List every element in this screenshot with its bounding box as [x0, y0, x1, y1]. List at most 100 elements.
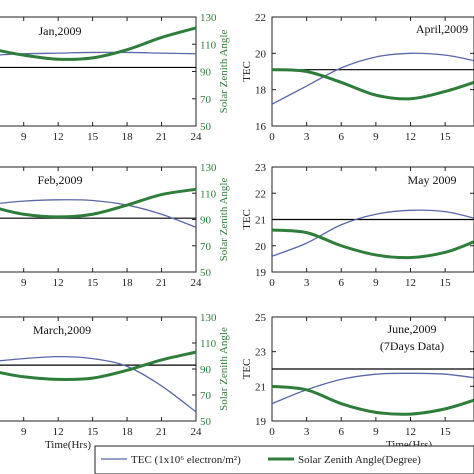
x-tick-label: 9: [21, 426, 27, 438]
y-tick-label: 20: [255, 48, 267, 60]
y-tick-label: 25: [255, 312, 267, 324]
x-tick-label: 0: [269, 131, 275, 143]
x-tick-label: 6: [339, 277, 345, 289]
y-tick-label: 90: [200, 215, 212, 227]
panel-title: March,2009: [33, 323, 91, 337]
y-tick-label: 130: [200, 162, 217, 174]
series-line-solar-zenith-angle: [0, 350, 197, 382]
legend: TEC (1x10⁶ electron/m²) Solar Zenith Angl…: [94, 445, 474, 474]
x-tick-label: 12: [53, 277, 64, 289]
x-tick-label: 12: [53, 131, 64, 143]
series-line-tec: [271, 52, 474, 105]
x-tick-label: 12: [405, 426, 416, 438]
panel-title: April,2009: [416, 22, 468, 36]
y-tick-label: 70: [200, 241, 212, 253]
y-tick-label: 90: [200, 364, 212, 376]
x-tick-label: 15: [87, 131, 99, 143]
y-tick-label: 70: [200, 94, 212, 106]
y-tick-label: 19: [255, 416, 267, 428]
series-line-solar-zenith-angle: [271, 228, 474, 260]
series-line-tec: [0, 199, 197, 228]
y-axis-label: TEC: [241, 61, 253, 82]
y-tick-label: 110: [200, 338, 217, 350]
legend-box: [94, 445, 474, 474]
y-tick-label: 70: [200, 390, 212, 402]
series-line-tec: [0, 355, 197, 413]
series-line-solar-zenith-angle: [271, 384, 474, 416]
x-tick-label: 15: [87, 426, 99, 438]
x-tick-label: 6: [339, 131, 345, 143]
x-tick-label: 15: [87, 277, 99, 289]
y-tick-label: 50: [200, 267, 212, 279]
x-tick-label: 12: [405, 277, 416, 289]
x-tick-label: 0: [269, 426, 275, 438]
y-tick-label: 110: [200, 39, 217, 51]
y-axis-label-right: Solar Zenith Angle: [218, 178, 230, 262]
series-line-tec: [271, 209, 474, 257]
x-tick-label: 3: [304, 277, 310, 289]
y-tick-label: 23: [255, 162, 267, 174]
plot-frame: [271, 16, 474, 127]
x-tick-label: 15: [440, 426, 452, 438]
x-tick-label: 21: [156, 426, 167, 438]
x-tick-label: 9: [373, 426, 379, 438]
x-tick-label: 18: [122, 131, 134, 143]
x-tick-label: 9: [373, 277, 379, 289]
panel-title: Feb,2009: [38, 173, 83, 187]
x-tick-label: 18: [122, 277, 134, 289]
plot-frame: [0, 166, 197, 273]
x-tick-label: 21: [156, 277, 167, 289]
y-tick-label: 16: [255, 121, 267, 133]
y-tick-label: 18: [255, 85, 267, 97]
x-tick-label: 12: [405, 131, 416, 143]
y-tick-label: 90: [200, 67, 212, 79]
y-tick-label: 50: [200, 121, 212, 133]
x-tick-label: 12: [53, 426, 64, 438]
y-axis-label: TEC: [241, 209, 253, 230]
x-tick-label: 21: [156, 131, 167, 143]
y-tick-label: 130: [200, 312, 217, 324]
y-tick-label: 23: [255, 347, 267, 359]
y-tick-label: 22: [255, 188, 266, 200]
legend-label-tec: TEC (1x10⁶ electron/m²): [131, 454, 241, 466]
x-tick-label: 24: [191, 426, 203, 438]
panel-1: 0 3 6 9 12 15 16 18 20 22 April,2009 TEC: [241, 12, 474, 143]
series-line-solar-zenith-angle: [0, 187, 197, 219]
x-tick-label: 15: [440, 131, 452, 143]
y-tick-label: 110: [200, 188, 217, 200]
plot-frame: [0, 16, 197, 127]
x-tick-label: 9: [21, 131, 27, 143]
y-tick-label: 130: [200, 12, 217, 24]
y-tick-label: 21: [255, 381, 266, 393]
x-tick-label: 15: [440, 277, 452, 289]
panel-title: June,2009: [388, 322, 437, 336]
y-tick-label: 50: [200, 416, 212, 428]
panel-3: 0 3 6 9 12 15 19 20 21 22 23 May 2009 TEC: [241, 162, 474, 289]
x-tick-label: 24: [191, 277, 203, 289]
x-tick-label: 9: [21, 277, 27, 289]
x-axis-label: Time(Hrs): [45, 439, 91, 451]
panel-subtitle: (7Days Data): [380, 339, 444, 353]
y-tick-label: 21: [255, 215, 266, 227]
panel-title: Jan,2009: [39, 24, 82, 38]
legend-label-sza: Solar Zenith Angle(Degree): [298, 454, 421, 466]
panel-5: 0 3 6 9 12 15 19 21 23 25 June,2009 (7Days Data) TEC…: [241, 312, 474, 451]
x-tick-label: 24: [191, 131, 203, 143]
y-axis-label-right: Solar Zenith Angle: [218, 30, 230, 114]
series-line-solar-zenith-angle: [0, 26, 197, 61]
series-line-solar-zenith-angle: [271, 68, 474, 101]
panel-title: May 2009: [408, 173, 457, 187]
x-tick-label: 18: [122, 426, 134, 438]
x-tick-label: 0: [269, 277, 275, 289]
y-tick-label: 22: [255, 12, 266, 24]
x-tick-label: 3: [304, 131, 310, 143]
y-axis-label: TEC: [241, 359, 253, 380]
x-tick-label: 3: [304, 426, 310, 438]
x-tick-label: 9: [373, 131, 379, 143]
y-tick-label: 20: [255, 241, 267, 253]
x-tick-label: 6: [339, 426, 345, 438]
